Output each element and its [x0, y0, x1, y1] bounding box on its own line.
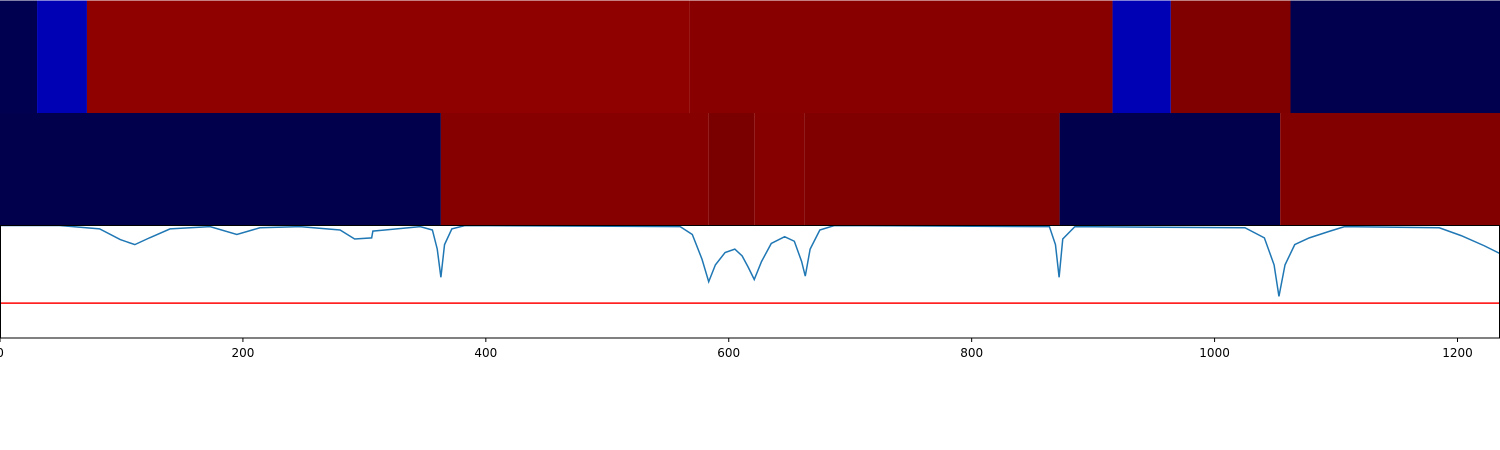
heat-segment: [0, 113, 441, 226]
heat-segment: [689, 0, 1113, 113]
heat-segment: [1059, 113, 1281, 226]
x-tick-label: 400: [474, 346, 497, 360]
heat-segment: [1170, 0, 1291, 113]
heat-segment: [754, 113, 805, 226]
axes-frame: [0, 225, 1500, 339]
x-tick-label: 800: [960, 346, 983, 360]
heat-segment: [708, 113, 755, 226]
x-tick-label: 600: [717, 346, 740, 360]
heat-segment: [804, 113, 1060, 226]
heat-segment: [0, 0, 38, 113]
heat-segment: [1280, 113, 1500, 226]
x-tick-label: 1200: [1442, 346, 1473, 360]
heat-segment: [1290, 0, 1500, 113]
heat-segment: [37, 0, 87, 113]
x-tick-label: 200: [231, 346, 254, 360]
x-tick-label: 0: [0, 346, 4, 360]
line-series: [0, 225, 1500, 297]
x-tick-label: 1000: [1199, 346, 1230, 360]
heat-segment: [1112, 0, 1171, 113]
heat-segment: [440, 113, 709, 226]
heat-segment: [86, 0, 690, 113]
